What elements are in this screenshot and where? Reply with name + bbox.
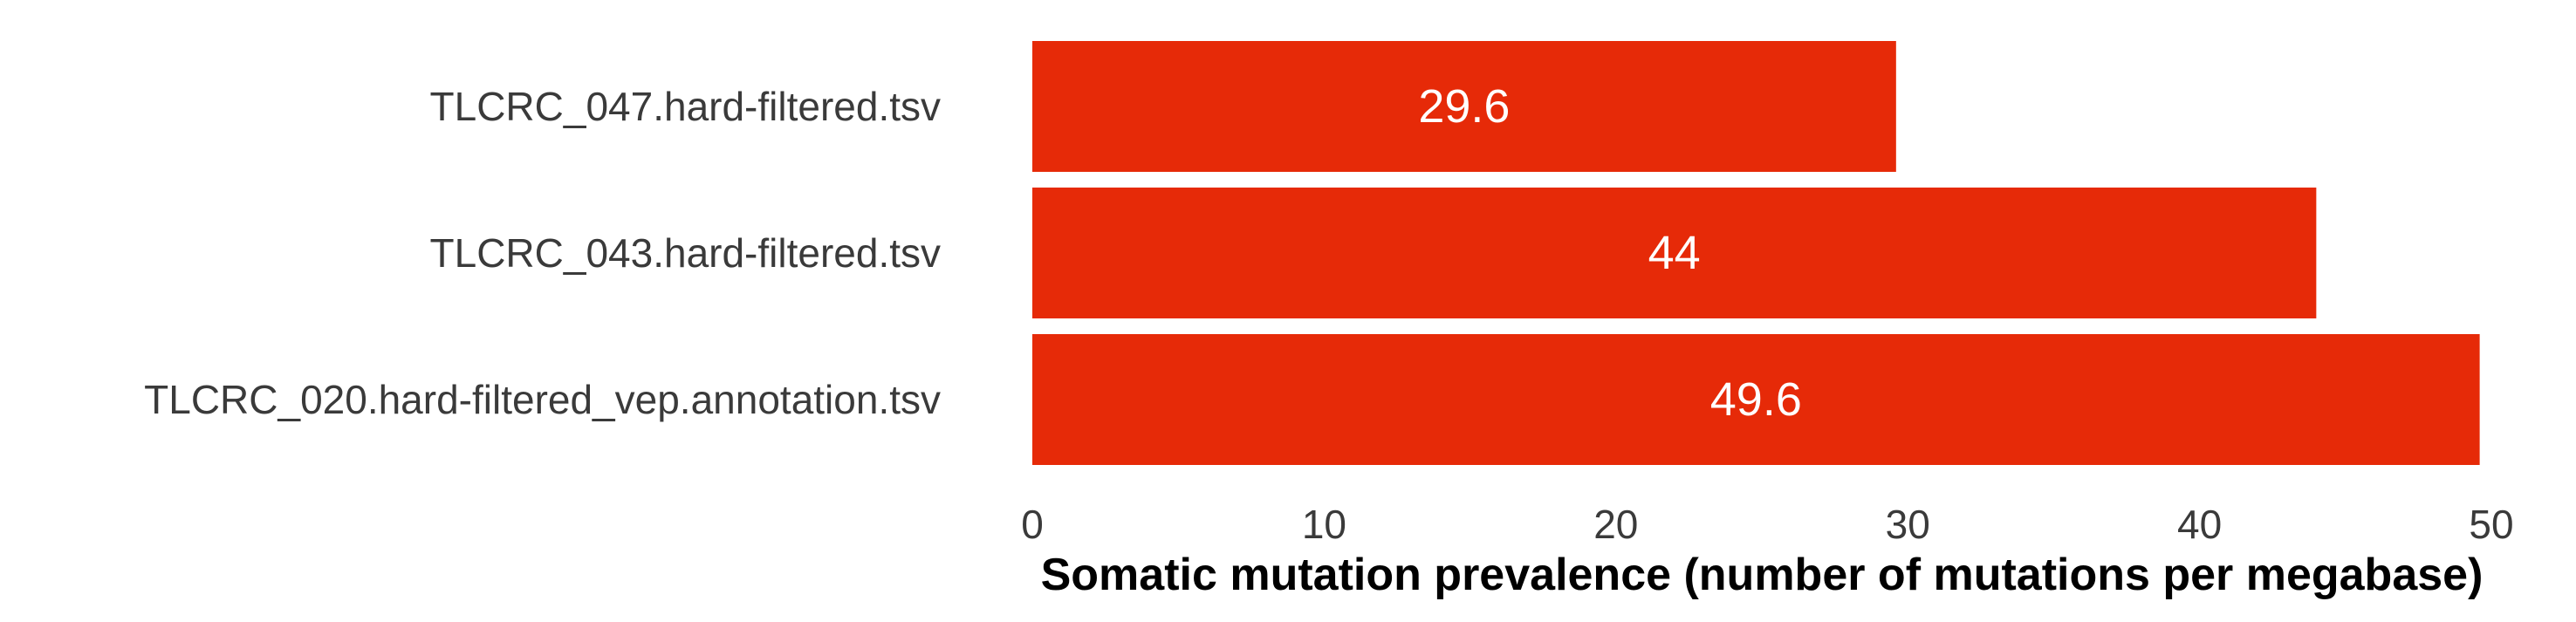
bar: [1032, 334, 2480, 465]
category-label: TLCRC_047.hard-filtered.tsv: [430, 84, 941, 129]
x-tick-labels: 0 10 20 30 40 50: [1021, 502, 2513, 547]
bar: [1032, 188, 2317, 318]
bars: 29.6 44 49.6: [1032, 41, 2480, 465]
x-tick-label: 0: [1021, 502, 1044, 547]
x-tick-label: 20: [1593, 502, 1638, 547]
x-axis-title: Somatic mutation prevalence (number of m…: [1041, 550, 2484, 600]
category-label: TLCRC_020.hard-filtered_vep.annotation.t…: [144, 377, 941, 422]
bar-value-label: 29.6: [1418, 80, 1510, 133]
category-label: TLCRC_043.hard-filtered.tsv: [430, 230, 941, 276]
bar: [1032, 41, 1896, 172]
x-tick-label: 50: [2469, 502, 2513, 547]
bar-value-label: 44: [1648, 227, 1701, 279]
category-labels: TLCRC_047.hard-filtered.tsv TLCRC_043.har…: [144, 84, 941, 422]
x-tick-label: 10: [1302, 502, 1346, 547]
bar-value-label: 49.6: [1710, 373, 1802, 426]
x-tick-label: 40: [2177, 502, 2222, 547]
x-tick-label: 30: [1886, 502, 1930, 547]
